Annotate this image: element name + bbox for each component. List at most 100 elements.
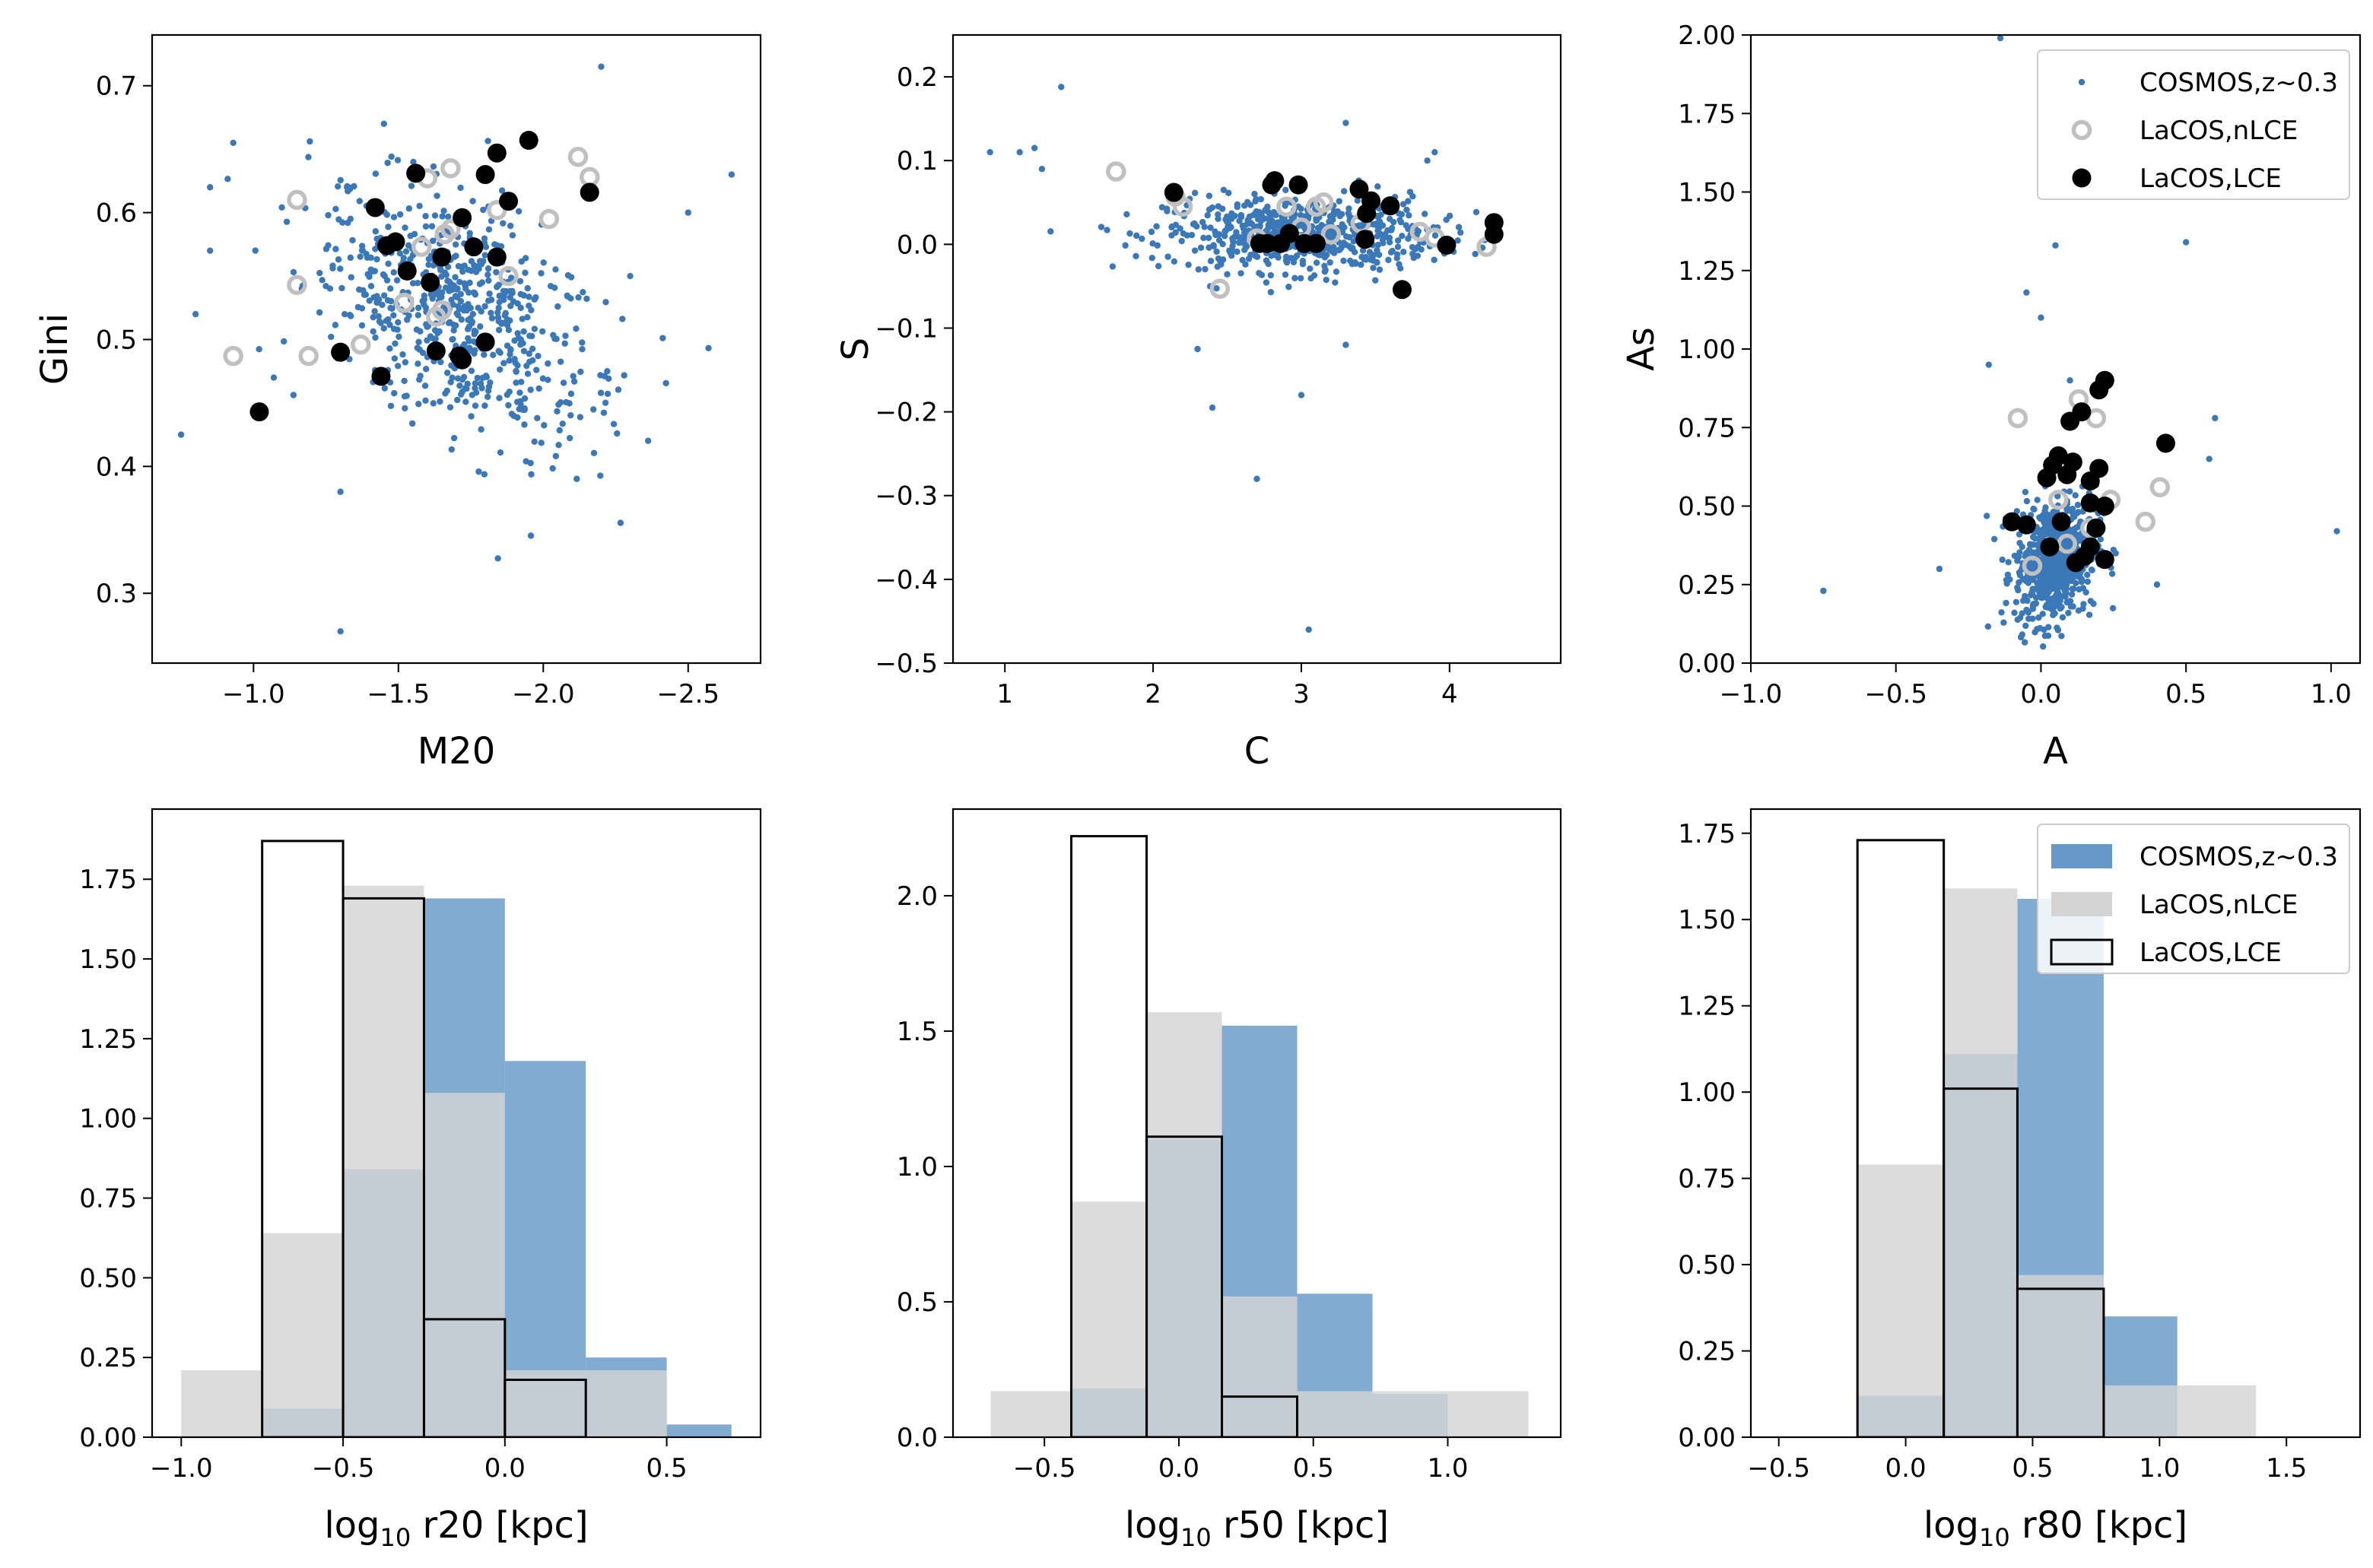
nlce-bar [2017,1274,2104,1437]
cosmos-point [476,258,484,265]
cosmos-point [2023,289,2030,296]
cosmos-point [554,303,561,310]
cosmos-point [1207,224,1214,231]
cosmos-point [519,316,526,322]
cosmos-point [481,252,488,259]
lce-point [1355,230,1375,249]
cosmos-point [1247,202,1254,208]
cosmos-point [532,294,539,301]
cosmos-point [579,346,586,353]
cosmos-point [1269,229,1277,236]
lce-point [2040,537,2060,557]
cosmos-point [597,472,604,479]
cosmos-point [278,204,285,211]
cosmos-point [1206,206,1213,213]
cosmos-point [516,278,524,285]
cosmos-point [206,247,214,254]
cosmos-point [325,211,332,219]
lce-point [1164,183,1183,202]
legend-cosmos-label: COSMOS,z~0.3 [2140,68,2338,98]
cosmos-point [2035,528,2041,536]
cosmos-point [1400,249,1407,256]
y-tick-label: 0.75 [79,1184,137,1214]
cosmos-point [659,335,666,341]
cosmos-point [986,148,993,156]
cosmos-point [1258,211,1265,218]
axes-frame [151,33,762,665]
cosmos-point [496,395,503,402]
cosmos-point [2066,377,2073,384]
nlce-point [1276,196,1297,217]
cosmos-point [2333,528,2340,535]
cosmos-point [1394,237,1402,244]
cosmos-point [2022,488,2029,496]
lce-point [2016,515,2036,535]
nlce-point [1313,192,1334,213]
cosmos-point [1282,202,1288,209]
cosmos-point [387,402,395,409]
cosmos-point [1342,119,1349,126]
cosmos-point [2074,501,2082,509]
cosmos-point [2045,604,2052,611]
cosmos-point [367,254,374,262]
lce-point [464,237,484,257]
cosmos-point [1104,227,1110,233]
lce-point [386,232,405,252]
cosmos-point [384,159,391,167]
cosmos-point [484,387,492,395]
cosmos-point [1215,215,1221,222]
cosmos-point [396,249,404,257]
cosmos-point [516,405,523,413]
cosmos-point [2021,639,2028,646]
cosmos-point [449,374,456,381]
lce-bar [2016,1287,2105,1437]
lce-bar [1221,1395,1299,1437]
y-tick-label: 0.0 [897,1423,938,1453]
cosmos-point [1148,255,1155,262]
legend-cosmos-label: COSMOS,z~0.3 [2140,842,2338,872]
cosmos-point [2076,586,2082,593]
nlce-point [498,265,519,287]
y-tick-label: 0.1 [897,146,938,176]
cosmos-point [1345,205,1352,212]
cosmos-point [2065,609,2072,617]
y-tick-label: 0.4 [96,452,137,482]
cosmos-point [481,303,488,309]
cosmos-point [462,283,469,290]
cosmos-point [1237,270,1244,277]
cosmos-point [1247,252,1254,259]
cosmos-point [1199,218,1206,226]
cosmos-point [521,405,528,412]
x-tick-label: 1.0 [2311,679,2352,709]
cosmos-point [394,363,402,370]
nlce-bar [1221,1296,1298,1437]
nlce-point [1320,224,1342,245]
cosmos-point [407,232,414,240]
cosmos-point [1213,284,1220,292]
cosmos-point [1313,259,1320,266]
cosmos-point [422,366,430,373]
cosmos-point [1998,609,2005,616]
cosmos-point [1997,35,2004,42]
lce-point [1484,213,1504,233]
lce-point [2002,512,2022,532]
y-tick-label: 0.25 [1678,1337,1736,1367]
legend-cosmos-marker [2078,78,2086,86]
cosmos-point [598,63,605,70]
cosmos-point [604,368,611,375]
cosmos-point [455,312,462,319]
cosmos-point [2016,531,2023,538]
cosmos-point [2032,560,2039,567]
cosmos-point [567,274,575,281]
cosmos-point [1455,224,1463,230]
cosmos-point [549,465,556,472]
cosmos-point [481,235,488,242]
cosmos-point [545,376,551,383]
x-tick-label: 0.5 [2012,1453,2053,1484]
lce-point [453,350,472,370]
nlce-bar [1146,1012,1222,1437]
cosmos-point [1271,251,1278,259]
cosmos-point [2032,629,2038,636]
cosmos-point [1310,271,1318,279]
nlce-bar [1297,1391,1373,1437]
